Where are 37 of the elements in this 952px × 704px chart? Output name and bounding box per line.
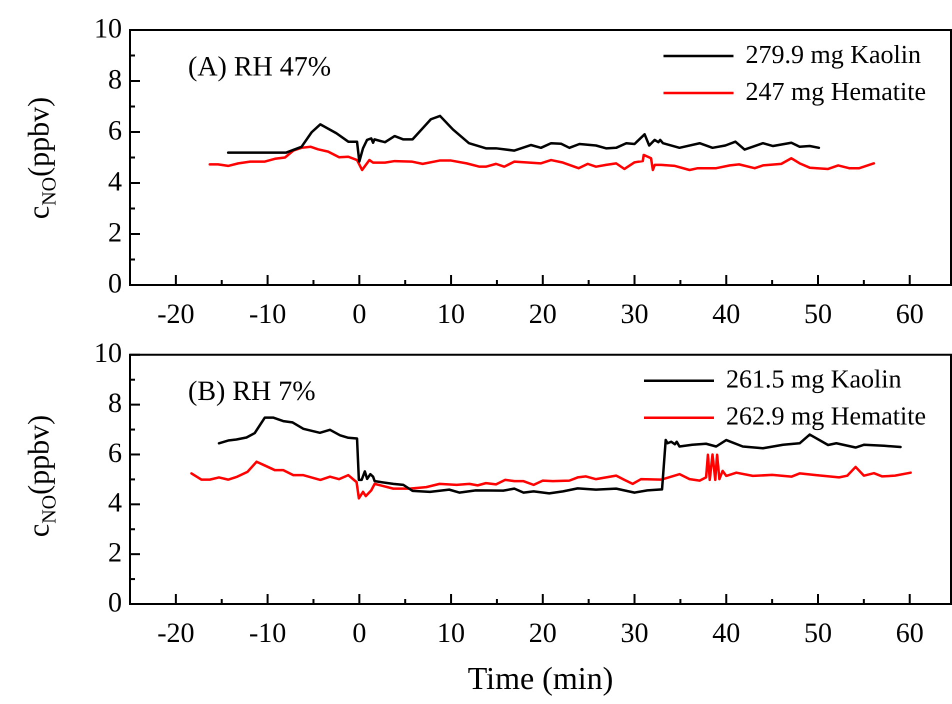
x-tick-label: 30 [620, 618, 649, 650]
x-tick-label: -20 [157, 299, 195, 330]
x-tick-label: 10 [437, 299, 466, 330]
x-tick-label: 20 [528, 618, 557, 650]
y-tick-label: 4 [108, 166, 122, 198]
legend-label: 261.5 mg Kaolin [726, 364, 902, 394]
y-tick-label: 8 [108, 64, 122, 96]
annotation: (A) RH 47% [188, 51, 332, 82]
legend-label: 262.9 mg Hematite [726, 402, 926, 431]
x-tick-label: 0 [352, 299, 366, 330]
y-tick-label: 0 [108, 587, 122, 618]
legend-label: 247 mg Hematite [745, 76, 926, 106]
y-tick-label: 2 [108, 217, 122, 248]
x-tick-label: 10 [437, 618, 466, 650]
x-tick-label: 60 [896, 618, 924, 650]
x-tick-label: 40 [712, 618, 740, 650]
x-tick-label: 50 [804, 299, 832, 330]
y-tick-label: 6 [108, 438, 122, 469]
y-tick-label: 0 [108, 268, 122, 300]
y-tick-label: 2 [108, 538, 122, 569]
x-tick-label: -10 [248, 299, 286, 330]
y-tick-label: 8 [108, 388, 122, 419]
y-tick-label: 10 [94, 338, 122, 370]
x-axis-title: Time (min) [468, 660, 614, 696]
x-tick-label: 40 [712, 299, 740, 330]
annotation: (B) RH 7% [188, 376, 316, 408]
x-tick-label: 50 [804, 618, 832, 650]
legend-label: 279.9 mg Kaolin [745, 40, 921, 69]
x-tick-label: -20 [157, 618, 195, 650]
x-tick-label: 30 [620, 299, 649, 330]
x-tick-label: 20 [528, 299, 557, 330]
y-tick-label: 4 [108, 488, 122, 519]
x-tick-label: -10 [248, 618, 286, 650]
y-tick-label: 6 [108, 115, 122, 146]
x-tick-label: 60 [896, 299, 924, 330]
x-tick-label: 0 [352, 618, 366, 650]
y-tick-label: 10 [94, 13, 122, 44]
